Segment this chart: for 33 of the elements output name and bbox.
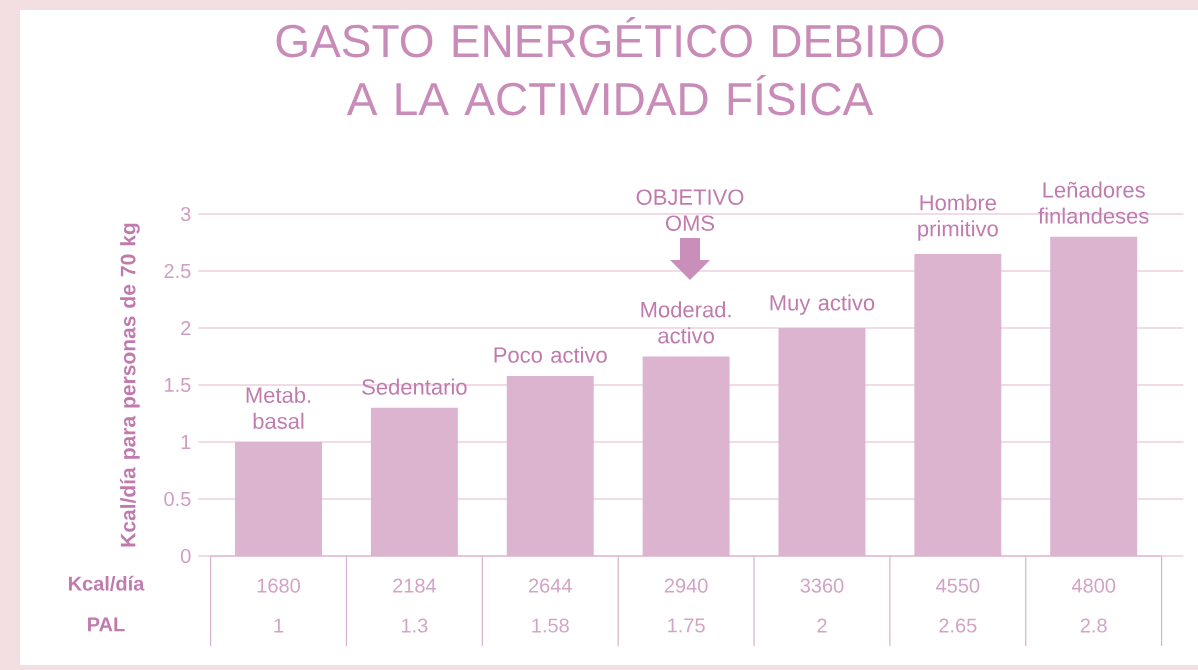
x-tick-label: Leñadores finlandeses [1038, 181, 1149, 224]
x-tick-label: Moderad. activo [641, 301, 731, 344]
data-label: 1 [274, 618, 284, 633]
x-tick-label: Hombre primitivo [918, 194, 998, 241]
data-label: 1.3 [402, 618, 428, 633]
x-tick-label: Poco activo [494, 346, 607, 363]
chart-title: GASTO ENERGÉTICO DEBIDO A LA ACTIVIDAD FÍSICA [276, 17, 944, 116]
y-tick-label: 0 [180, 548, 191, 564]
text: 2940 [664, 578, 708, 593]
annotation: OBJETIVO OMS [636, 189, 744, 231]
data-label: 1.75 [668, 618, 705, 633]
text: 4550 [936, 578, 980, 593]
y-tick-label: 0.5 [164, 491, 191, 507]
text: 3360 [800, 578, 844, 593]
text: 1680 [257, 578, 300, 593]
y-tick-label: 1.5 [165, 378, 191, 392]
text: 2644 [529, 578, 572, 593]
text: PAL [88, 617, 125, 632]
x-tick-label: Metab. basal [246, 386, 311, 429]
text: Kcal/día [68, 575, 145, 591]
y-tick-label: 2 [181, 321, 191, 335]
data-label: 2.8 [1080, 618, 1107, 633]
text: 2184 [393, 578, 437, 593]
y-tick-label: 3 [180, 206, 191, 222]
data-label: 2 [817, 618, 827, 633]
data-label: 2.65 [939, 618, 977, 633]
y-axis-title: Kcal/día para personas de 70 kg [119, 223, 140, 547]
y-tick-label: 1 [181, 435, 191, 449]
text: 4800 [1071, 578, 1116, 593]
x-tick-label: Muy activo [770, 294, 875, 315]
y-tick-label: 2.5 [164, 263, 191, 279]
x-tick-label: Sedentario [362, 378, 467, 395]
data-label: 1.58 [532, 618, 569, 633]
